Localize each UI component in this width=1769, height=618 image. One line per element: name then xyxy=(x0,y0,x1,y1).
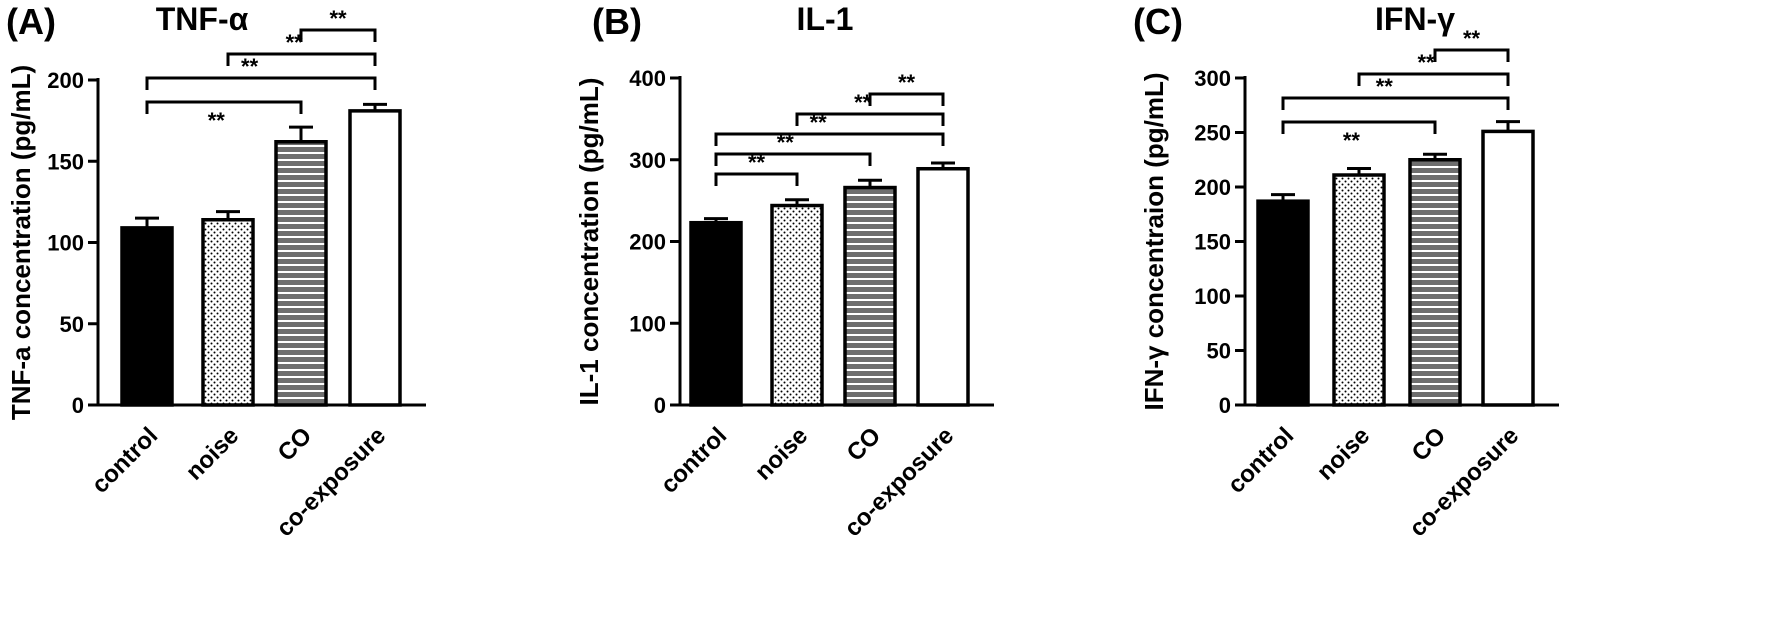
significance-bracket xyxy=(145,76,377,90)
bar-CO xyxy=(1408,158,1462,407)
bar-CO xyxy=(843,185,897,407)
x-tick-label: noise xyxy=(750,422,813,485)
significance-label: ** xyxy=(898,70,916,95)
y-tick-label: 0 xyxy=(72,393,84,418)
significance-bracket xyxy=(714,172,799,186)
significance-bracket xyxy=(1281,96,1510,110)
significance-label: ** xyxy=(748,150,766,175)
significance-bracket xyxy=(868,92,945,106)
bar-control xyxy=(689,220,743,407)
y-tick-label: 100 xyxy=(629,311,666,336)
chart-panel-2: (B) IL-1 0 100 200 300 400 IL-1 concentration (… xyxy=(574,1,994,542)
y-tick-label: 100 xyxy=(1194,284,1231,309)
chart-title: TNF-α xyxy=(156,1,249,37)
significance-bracket xyxy=(299,28,377,42)
significance-label: ** xyxy=(777,130,795,155)
bar-control xyxy=(1256,199,1310,407)
y-tick-label: 100 xyxy=(47,231,84,256)
y-tick-label: 300 xyxy=(1194,66,1231,91)
bar-CO xyxy=(274,140,328,407)
chart-title: IL-1 xyxy=(797,1,854,37)
significance-label: ** xyxy=(1417,50,1435,75)
y-tick-label: 250 xyxy=(1194,121,1231,146)
significance-label: ** xyxy=(241,54,259,79)
chart-panel-1: (A) TNF-α 0 50 100 150 200 TNF-a concentration … xyxy=(6,1,426,542)
y-tick-label: 50 xyxy=(60,312,84,337)
y-axis-label: IFN-γ concentraion (pg/mL) xyxy=(1139,73,1169,411)
panels-root: (A) TNF-α 0 50 100 150 200 TNF-a concentration … xyxy=(6,1,1559,542)
significance-bracket xyxy=(145,100,303,114)
significance-label: ** xyxy=(329,6,347,31)
x-tick-label: CO xyxy=(273,422,318,467)
significance-label: ** xyxy=(1343,128,1361,153)
x-tick-label: noise xyxy=(1312,422,1375,485)
significance-bracket xyxy=(226,52,377,66)
significance-label: ** xyxy=(854,90,872,115)
significance-bracket xyxy=(714,152,872,166)
panel-label: (B) xyxy=(592,1,642,42)
y-tick-label: 0 xyxy=(654,393,666,418)
significance-label: ** xyxy=(208,108,226,133)
y-tick-label: 200 xyxy=(629,230,666,255)
bar-co-exposure xyxy=(1481,129,1535,407)
significance-label: ** xyxy=(1463,26,1481,51)
chart-panel-3: (C) IFN-γ 0 50 100 150 200 250 300 IFN-γ concentr… xyxy=(1133,1,1559,542)
chart-title: IFN-γ xyxy=(1375,1,1455,37)
x-tick-label: control xyxy=(87,422,164,499)
significance-label: ** xyxy=(1376,74,1394,99)
y-axis-label: IL-1 concentration (pg/mL) xyxy=(574,78,604,406)
y-tick-label: 0 xyxy=(1219,393,1231,418)
significance-label: ** xyxy=(286,30,304,55)
y-tick-label: 200 xyxy=(47,68,84,93)
y-axis-label: TNF-a concentration (pg/mL) xyxy=(6,65,36,420)
significance-label: ** xyxy=(810,110,828,135)
x-tick-label: control xyxy=(1223,422,1300,499)
panel-label: (A) xyxy=(6,1,56,42)
x-tick-label: CO xyxy=(1407,422,1452,467)
panel-label: (C) xyxy=(1133,1,1183,42)
significance-bracket xyxy=(1357,72,1510,86)
bar-noise xyxy=(770,203,824,407)
x-tick-label: control xyxy=(656,422,733,499)
y-tick-label: 400 xyxy=(629,66,666,91)
y-tick-label: 200 xyxy=(1194,175,1231,200)
y-tick-label: 150 xyxy=(47,149,84,174)
x-tick-label: noise xyxy=(181,422,244,485)
x-tick-label: CO xyxy=(842,422,887,467)
y-tick-label: 300 xyxy=(629,148,666,173)
bar-co-exposure xyxy=(916,166,970,407)
significance-bracket xyxy=(1433,48,1510,62)
bar-noise xyxy=(1332,173,1386,407)
y-tick-label: 50 xyxy=(1207,339,1231,364)
bar-control xyxy=(120,226,174,407)
significance-bracket xyxy=(714,132,945,146)
y-tick-label: 150 xyxy=(1194,230,1231,255)
significance-bracket xyxy=(1281,120,1437,134)
bar-noise xyxy=(201,218,255,407)
significance-bracket xyxy=(795,112,945,126)
bar-co-exposure xyxy=(348,109,402,407)
